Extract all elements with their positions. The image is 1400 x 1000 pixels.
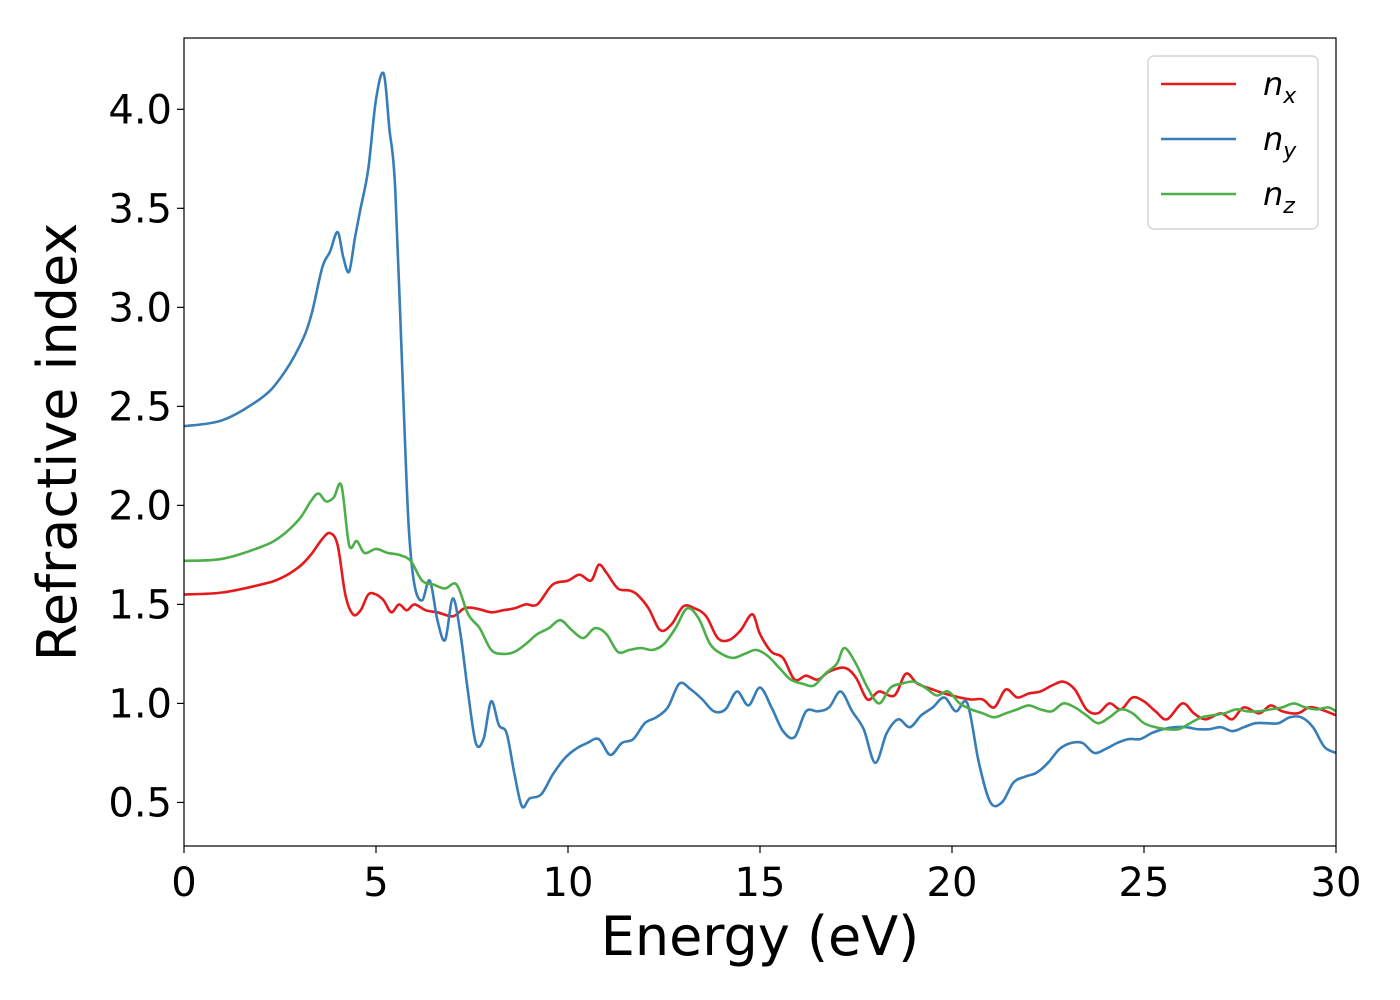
y-axis-ticks: 0.5 1.0 1.5 2.0 2.5 3.0 3.5 4.0 (108, 87, 184, 826)
y-axis-label: Refractive index (26, 223, 89, 662)
x-tick-label: 10 (543, 860, 594, 906)
series-line-nx (183, 531, 1337, 721)
series-line-ny (183, 71, 1337, 809)
y-tick-label: 4.0 (108, 87, 172, 133)
x-axis-label: Energy (eV) (601, 905, 920, 968)
legend-label-ny: ny (1263, 120, 1297, 164)
legend-box (1147, 55, 1319, 230)
x-tick-label: 30 (1311, 860, 1362, 906)
y-tick-label: 2.0 (108, 483, 172, 529)
x-tick-label: 20 (927, 860, 978, 906)
y-tick-label: 1.5 (108, 582, 172, 628)
y-tick-label: 3.0 (108, 285, 172, 331)
x-tick-label: 15 (735, 860, 786, 906)
x-tick-label: 0 (171, 860, 196, 906)
x-tick-label: 5 (363, 860, 388, 906)
series-line-nz (183, 482, 1337, 731)
x-axis-ticks: 0 5 10 15 20 25 30 (171, 846, 1361, 906)
legend-subscript: y (1282, 139, 1297, 164)
x-tick-label: 25 (1119, 860, 1170, 906)
series-layer (183, 71, 1337, 809)
y-tick-label: 2.5 (108, 384, 172, 430)
plot-area (184, 38, 1336, 846)
y-tick-label: 3.5 (108, 186, 172, 232)
y-tick-label: 0.5 (108, 780, 172, 826)
legend-subscript: z (1282, 194, 1295, 219)
legend-subscript: x (1282, 84, 1297, 109)
y-tick-label: 1.0 (108, 681, 172, 727)
